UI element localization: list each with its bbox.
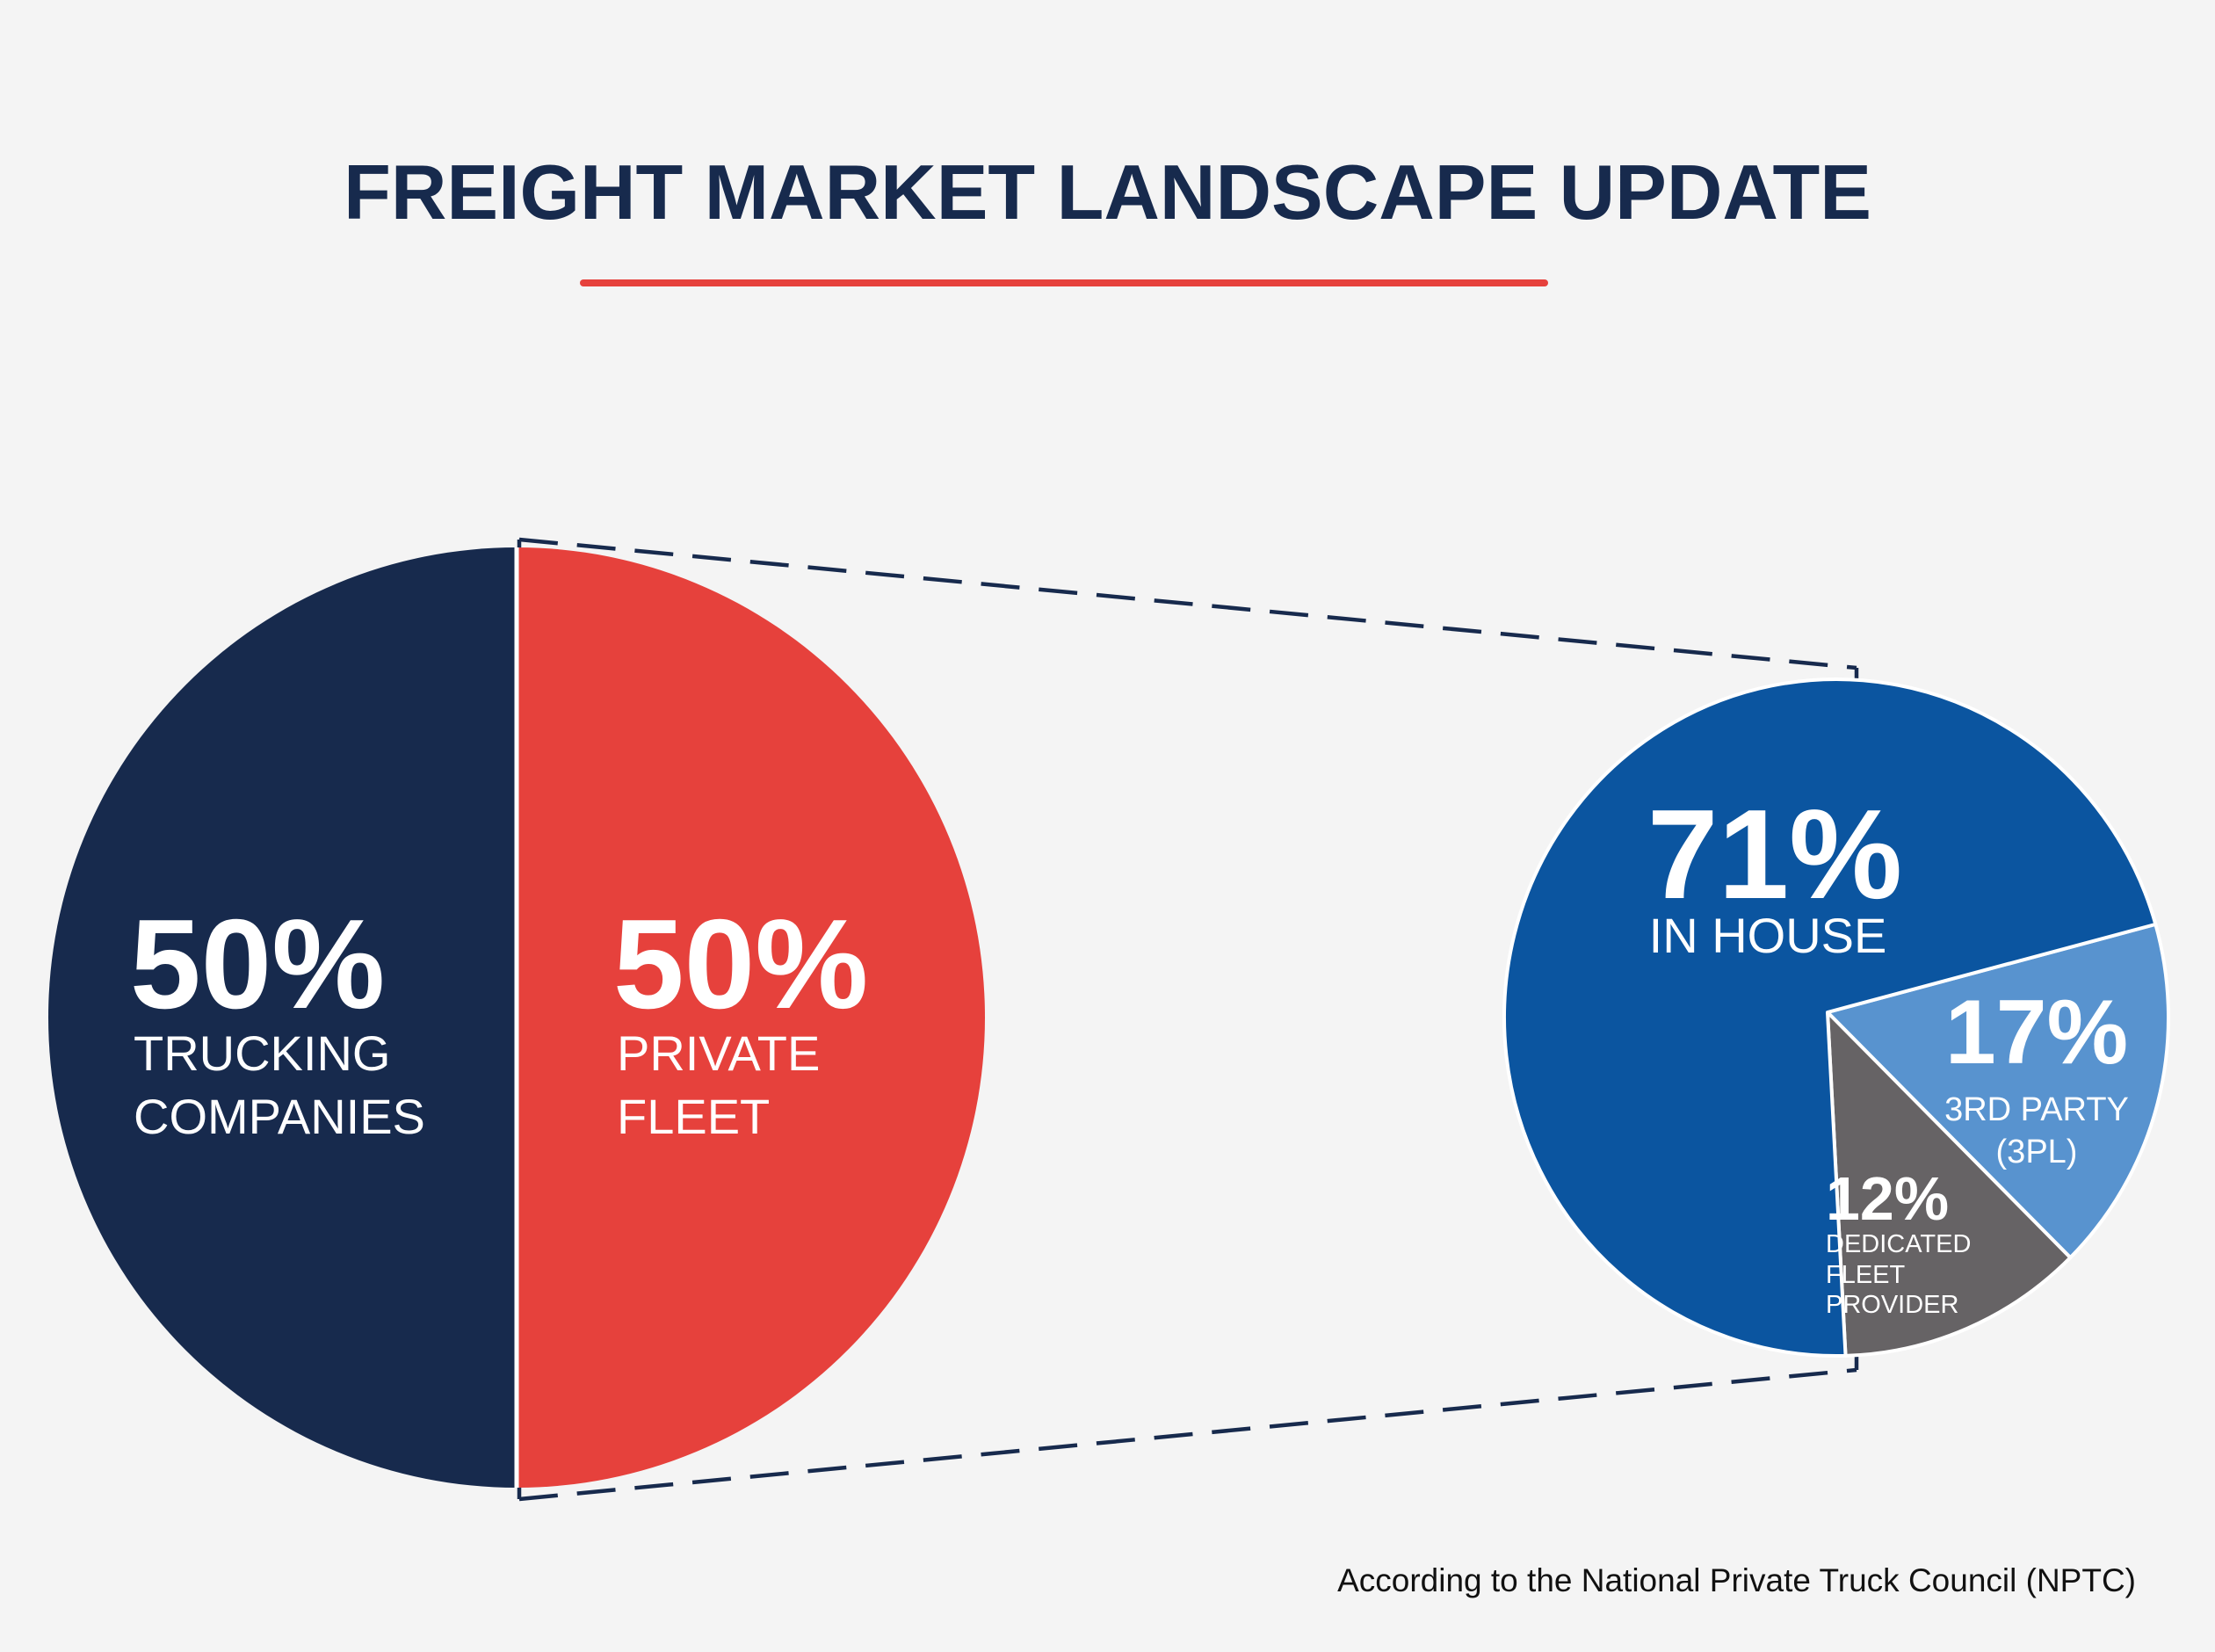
pie1-slice-0 bbox=[48, 547, 517, 1488]
pie2-slice-2-percent: 12% bbox=[1826, 1164, 1949, 1233]
pie2-slice-0 bbox=[1502, 677, 2158, 1358]
source-note: According to the National Private Truck … bbox=[1337, 1562, 2136, 1598]
zoom-connector-line-0 bbox=[518, 537, 1857, 670]
pie2-slice-2 bbox=[1826, 1011, 2073, 1358]
pie2-slice-2-label-line-2: PROVIDER bbox=[1826, 1291, 1958, 1319]
page-title: FREIGHT MARKET LANDSCAPE UPDATE bbox=[344, 149, 1871, 235]
pie2-slice-2-label-line-1: FLEET bbox=[1826, 1261, 1906, 1289]
pie2-slice-1-label-line-0: 3RD PARTY bbox=[1944, 1091, 2129, 1128]
pie1-slice-1-label-line-1: FLEET bbox=[617, 1089, 770, 1144]
pie2-slice-2-label-line-0: DEDICATED bbox=[1826, 1230, 1971, 1258]
title-underline bbox=[580, 279, 1548, 286]
pie2-slice-0-label-line-0: IN HOUSE bbox=[1649, 908, 1887, 963]
pie2-slice-0-percent: 71% bbox=[1647, 783, 1902, 925]
pie2-slice-1-percent: 17% bbox=[1945, 982, 2128, 1083]
pie1-slice-0-label-line-0: TRUCKING bbox=[134, 1025, 390, 1081]
pie2-slice-1-label-line-1: (3PL) bbox=[1996, 1134, 2078, 1170]
pie2-slice-1 bbox=[1826, 922, 2170, 1260]
pie1-slice-1 bbox=[517, 547, 985, 1488]
pie1-slice-0-percent: 50% bbox=[130, 893, 385, 1035]
pie1-slice-1-label-line-0: PRIVATE bbox=[617, 1025, 820, 1081]
private-fleet-breakdown-pie: 71%IN HOUSE 17% 3RD PARTY (3PL) 12%DEDICATED… bbox=[1502, 677, 2170, 1358]
pie1-slice-0-label-line-1: COMPANIES bbox=[134, 1089, 425, 1144]
pie1-slice-1-percent: 50% bbox=[613, 893, 868, 1035]
zoom-connector-line-1 bbox=[518, 1367, 1857, 1502]
